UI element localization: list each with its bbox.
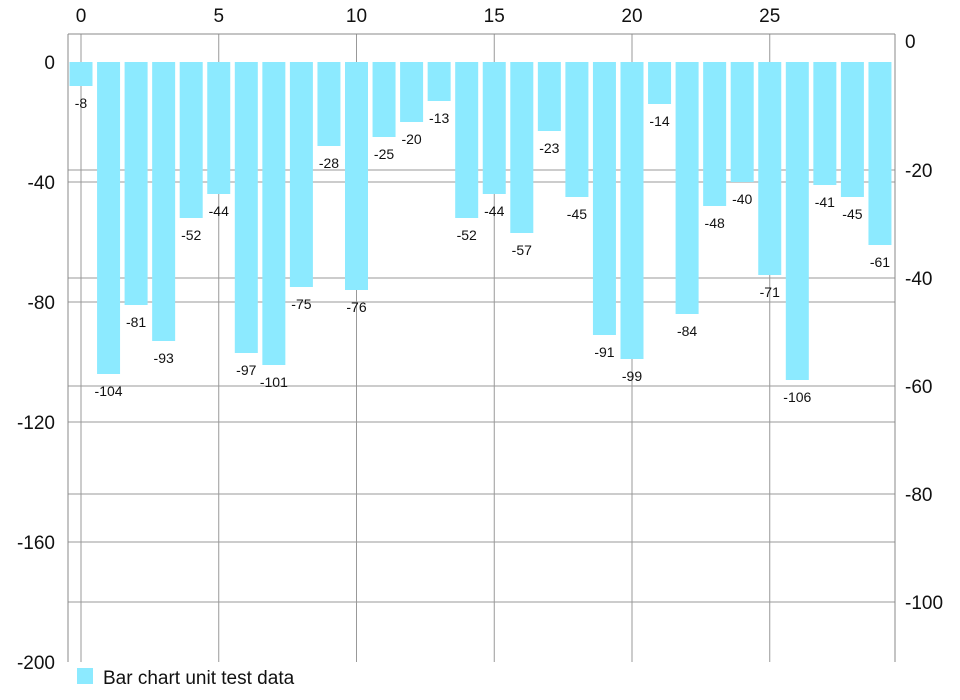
bar (345, 62, 368, 290)
x-tick-label: 25 (759, 6, 780, 27)
data-label: -45 (567, 206, 587, 222)
y-left-tick-label: -80 (28, 293, 55, 314)
data-label: -28 (319, 155, 339, 171)
bar (868, 62, 892, 245)
data-label: -71 (760, 284, 780, 300)
data-label: -25 (374, 146, 394, 162)
y-right-tick-label: 0 (905, 32, 916, 53)
bar (813, 62, 837, 185)
y-right-tick-label: -40 (905, 269, 932, 290)
data-label: -101 (260, 374, 288, 390)
bar (179, 62, 203, 218)
y-right-tick-label: -60 (905, 377, 932, 398)
bar (97, 62, 121, 374)
bar (152, 62, 176, 341)
bar (510, 62, 534, 233)
bar (730, 62, 754, 182)
y-left-tick-label: -200 (17, 653, 55, 674)
y-left-tick-label: -40 (28, 173, 55, 194)
data-label: -91 (594, 344, 614, 360)
data-label: -104 (95, 383, 123, 399)
data-label: -84 (677, 323, 697, 339)
data-label: -8 (75, 95, 88, 111)
bar (317, 62, 341, 146)
bar (69, 62, 93, 86)
bar (427, 62, 451, 101)
bar (455, 62, 479, 218)
bar (262, 62, 286, 365)
data-label: -48 (705, 215, 725, 231)
x-tick-label: 15 (484, 6, 505, 27)
bar (592, 62, 616, 335)
bar (840, 62, 864, 197)
data-label: -40 (732, 191, 752, 207)
bar (758, 62, 782, 275)
data-label: -44 (209, 203, 229, 219)
bar (565, 62, 589, 197)
y-left-tick-label: -120 (17, 413, 55, 434)
data-label: -20 (401, 131, 421, 147)
bar (124, 62, 148, 305)
y-left-tick-label: -160 (17, 533, 55, 554)
bar (620, 62, 644, 359)
x-tick-label: 0 (76, 6, 87, 27)
bars (69, 62, 892, 380)
bar (207, 62, 231, 194)
bar (648, 62, 672, 104)
bar (675, 62, 699, 314)
data-label: -41 (815, 194, 835, 210)
data-label: -106 (783, 389, 811, 405)
data-label: -93 (154, 350, 174, 366)
bar (400, 62, 424, 122)
data-label: -52 (457, 227, 477, 243)
data-label: -97 (236, 362, 256, 378)
data-label: -13 (429, 110, 449, 126)
data-label: -99 (622, 368, 642, 384)
bar (703, 62, 727, 206)
y-left-tick-label: 0 (44, 53, 55, 74)
legend-swatch (77, 668, 93, 684)
data-label: -81 (126, 314, 146, 330)
data-label: -75 (291, 296, 311, 312)
y-right-tick-label: -20 (905, 161, 932, 182)
data-label: -23 (539, 140, 559, 156)
data-label: -76 (346, 299, 366, 315)
y-right-tick-label: -80 (905, 485, 932, 506)
data-label: -44 (484, 203, 504, 219)
data-label: -61 (870, 254, 890, 270)
axes: 0 5 10 15 20 250-40-80-120-160-2000-20-40-60-… (17, 6, 943, 674)
data-labels: -8 -104 -81 -93 -52 -44 -97-101 -75 -28 -76 -25 -20… (75, 95, 891, 405)
bar (234, 62, 258, 353)
x-tick-label: 20 (621, 6, 642, 27)
x-tick-label: 10 (346, 6, 367, 27)
bar (482, 62, 506, 194)
x-tick-label: 5 (213, 6, 224, 27)
data-label: -45 (842, 206, 862, 222)
bar (537, 62, 561, 131)
bar (785, 62, 809, 380)
y-right-tick-label: -100 (905, 593, 943, 614)
data-label: -57 (512, 242, 532, 258)
data-label: -14 (649, 113, 669, 129)
bar (372, 62, 396, 137)
bar (289, 62, 313, 287)
data-label: -52 (181, 227, 201, 243)
legend-label: Bar chart unit test data (103, 668, 295, 689)
legend: Bar chart unit test data (77, 668, 295, 689)
